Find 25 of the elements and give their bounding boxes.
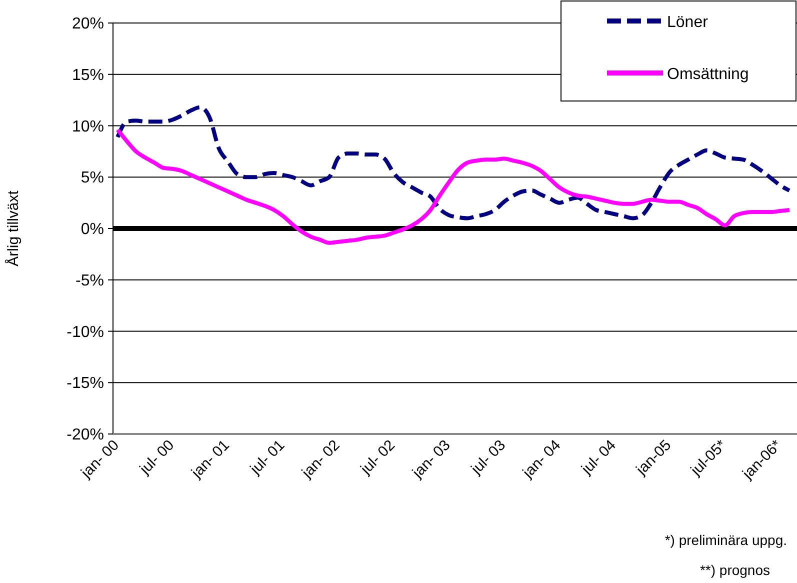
- x-tick-label: jan- 01: [188, 436, 233, 482]
- y-tick-label: -15%: [66, 375, 104, 392]
- text: *) preliminära uppg.: [664, 532, 787, 548]
- legend-label: Omsättning: [667, 66, 749, 83]
- x-tick-label: jul- 01: [246, 436, 288, 478]
- x-tick-label: jan- 03: [408, 436, 454, 482]
- y-axis-title: Årlig tillväxt: [4, 190, 22, 266]
- y-tick-label: 10%: [72, 118, 104, 136]
- line-series: [116, 105, 792, 220]
- legend-label: Löner: [667, 14, 709, 31]
- x-tick-label: jul- 02: [356, 436, 399, 478]
- x-tick-label: jul- 03: [467, 436, 509, 478]
- x-tick-label: jan- 02: [298, 436, 344, 482]
- y-tick-label: -5%: [76, 272, 104, 290]
- y-tick-label: 0%: [80, 221, 104, 238]
- x-tick-label: jul- 04: [578, 436, 620, 478]
- y-tick-label: 20%: [72, 16, 104, 33]
- line-series: [116, 128, 792, 245]
- x-tick-label: jan- 04: [518, 436, 564, 482]
- y-tick-label: -10%: [66, 324, 104, 341]
- y-tick-label: -20%: [66, 426, 104, 444]
- x-tick-label: jul- 00: [136, 436, 178, 478]
- y-tick-label: 15%: [72, 66, 104, 84]
- y-tick-label: 5%: [80, 170, 104, 187]
- text: **) prognos: [700, 562, 770, 578]
